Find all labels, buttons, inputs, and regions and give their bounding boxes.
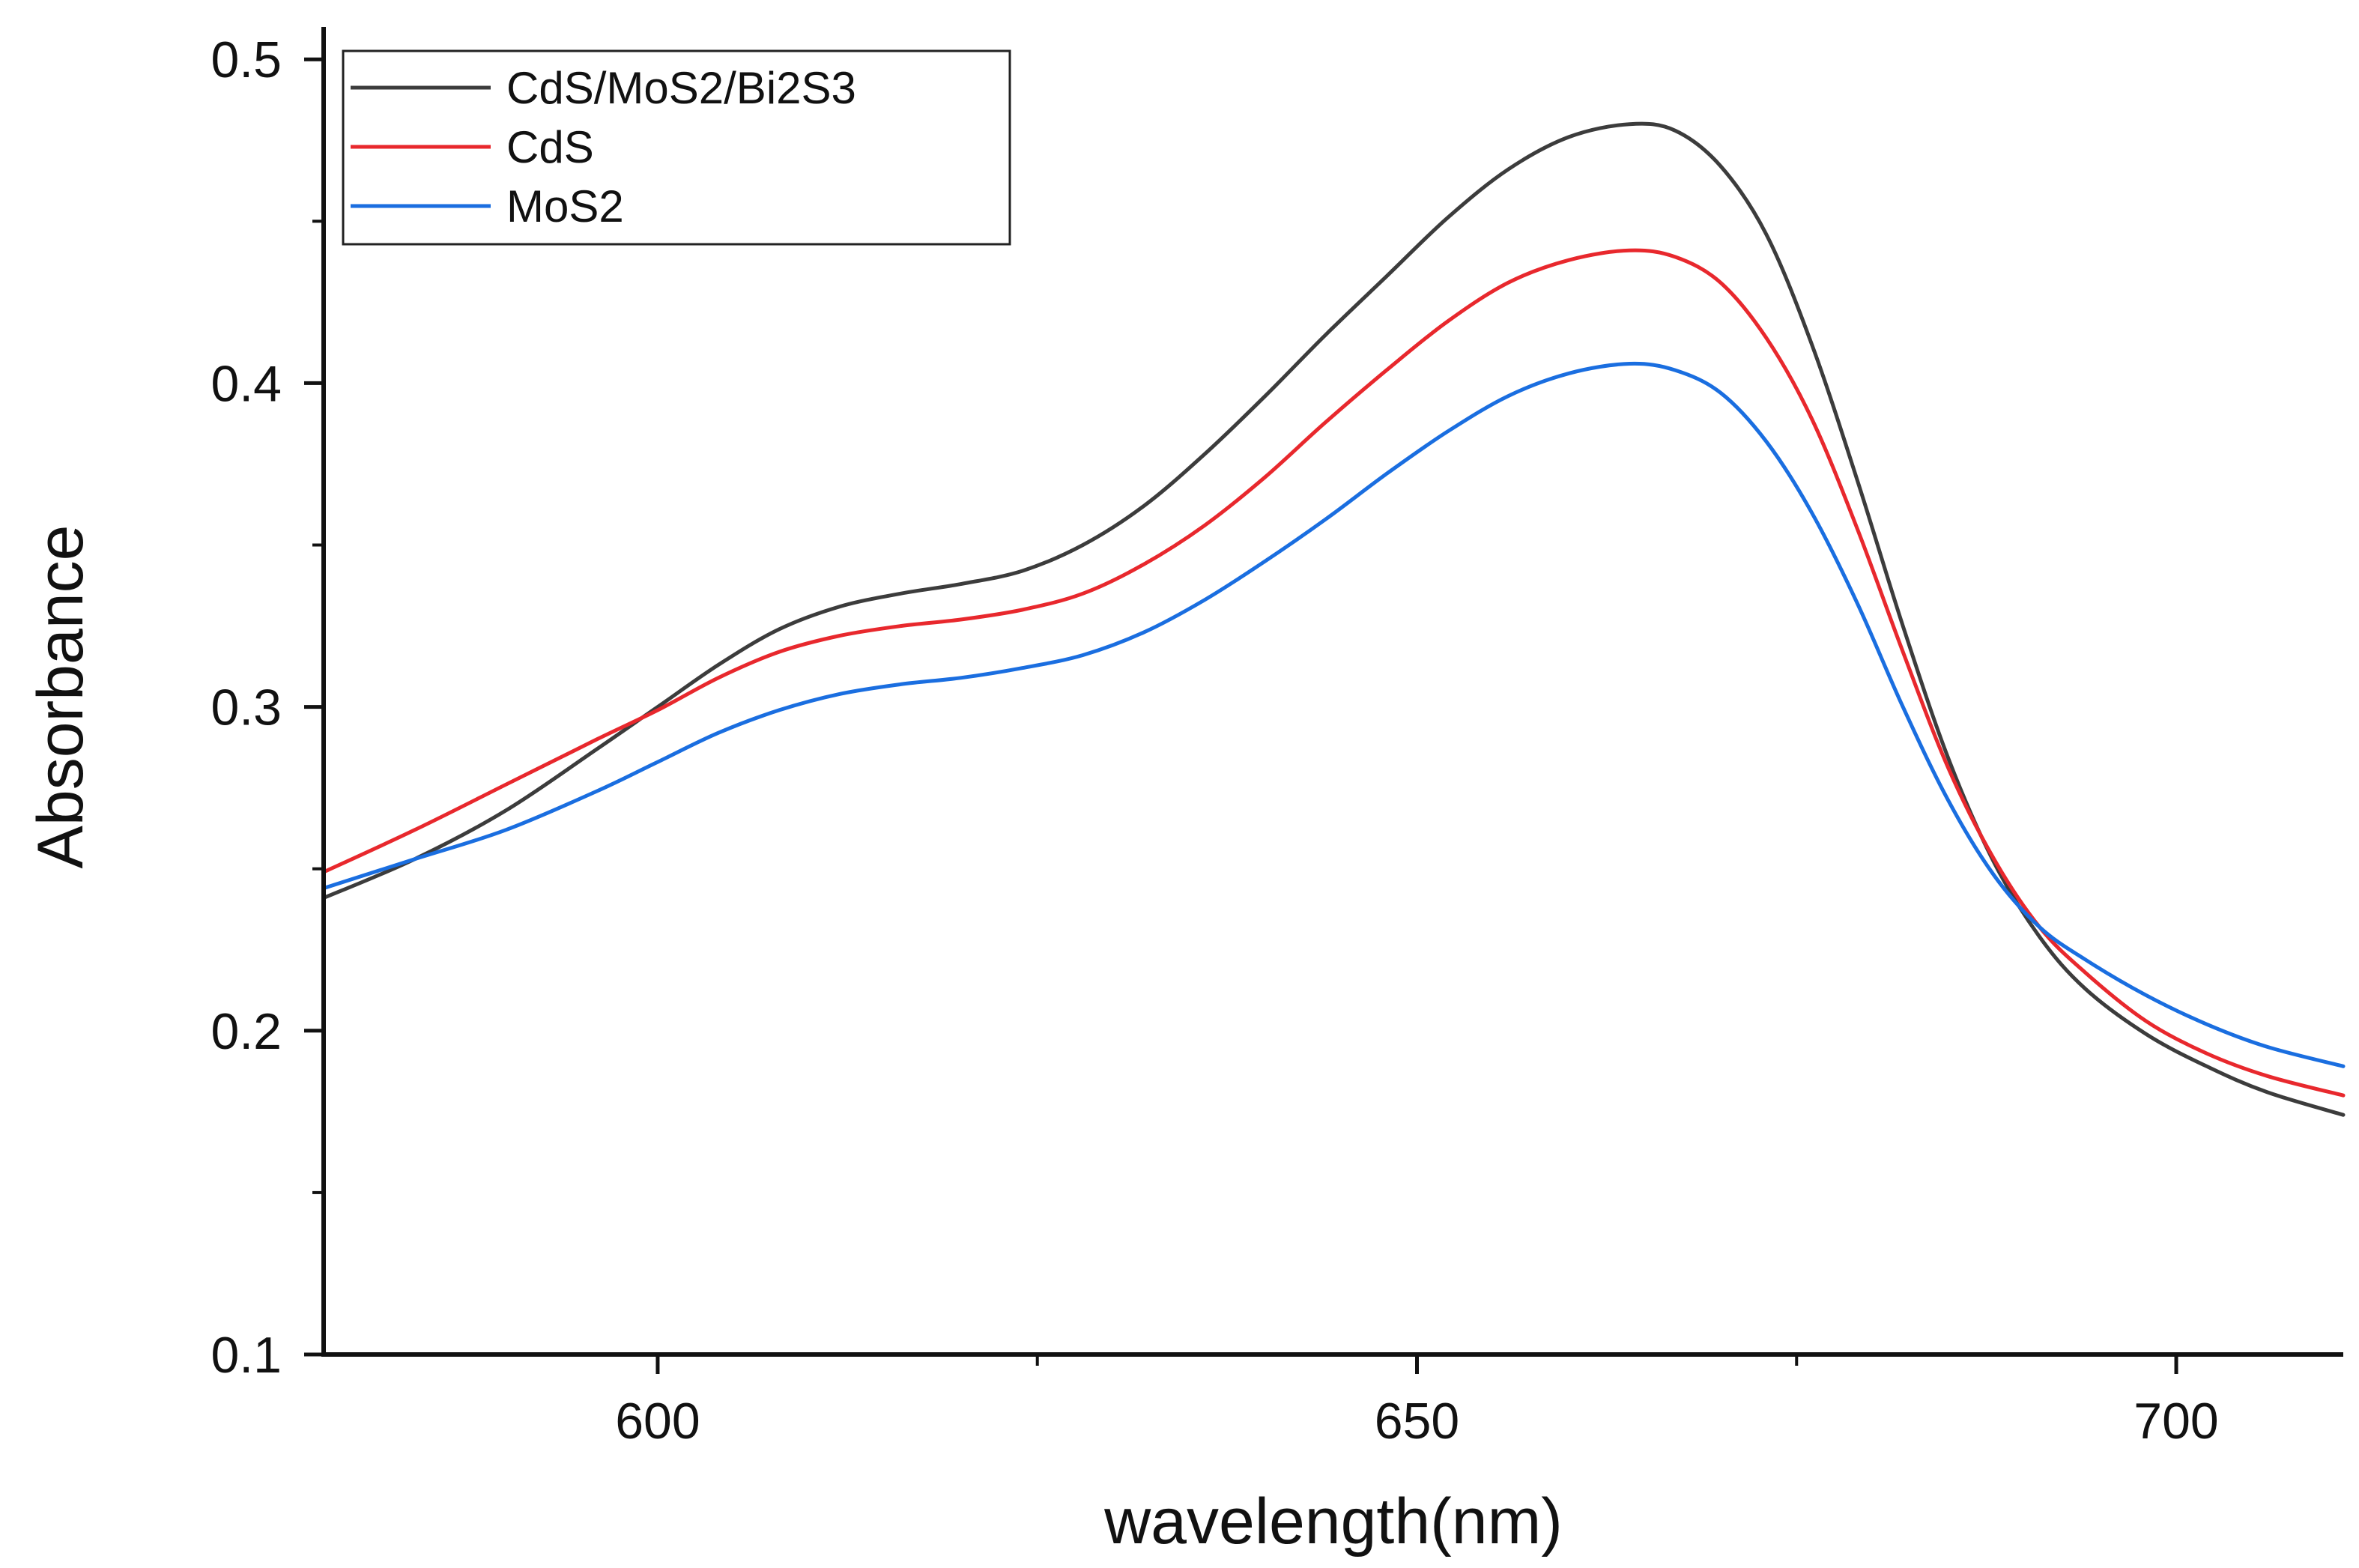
legend-label-cds: CdS	[506, 122, 594, 172]
x-tick-label: 650	[1375, 1393, 1459, 1450]
series-line-cds	[321, 248, 2346, 1098]
legend: CdS/MoS2/Bi2S3 CdS MoS2	[342, 49, 1011, 246]
y-tick-label: 0.4	[211, 355, 282, 412]
x-tick-label: 700	[2134, 1393, 2218, 1450]
x-axis-title: wavelength(nm)	[1103, 1486, 1563, 1558]
ticks-layer: 600 650 700 0.1 0.2 0.3 0.4 0.5	[211, 31, 2218, 1450]
y-tick-label: 0.2	[211, 1003, 282, 1060]
y-tick-label: 0.1	[211, 1327, 282, 1384]
series-layer	[321, 121, 2346, 1117]
y-axis-title: Absorbance	[25, 525, 97, 869]
y-tick-label: 0.5	[211, 31, 282, 88]
legend-label-mos2: MoS2	[506, 181, 624, 231]
x-tick-label: 600	[615, 1393, 700, 1450]
legend-label-cds-mos2-bi2s3: CdS/MoS2/Bi2S3	[506, 63, 856, 113]
series-line-mos2	[321, 361, 2346, 1068]
y-tick-label: 0.3	[211, 679, 282, 736]
